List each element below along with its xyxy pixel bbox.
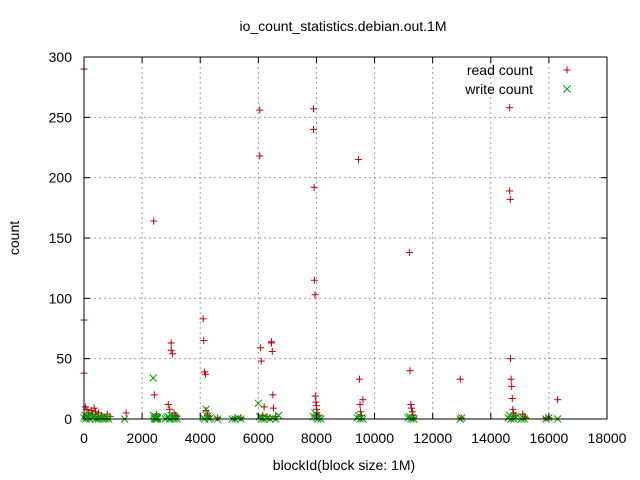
legend-marker-write-count — [563, 85, 571, 93]
point-read-count — [199, 315, 207, 323]
series-read-count — [80, 65, 562, 422]
point-read-count — [256, 106, 264, 114]
chart-title: io_count_statistics.debian.out.1M — [239, 18, 446, 34]
point-read-count — [507, 375, 515, 383]
y-tick-label: 100 — [49, 290, 73, 306]
point-read-count — [310, 125, 318, 133]
y-tick-label: 250 — [49, 109, 73, 125]
point-read-count — [150, 217, 158, 225]
point-write-count — [149, 374, 158, 382]
legend-label-read-count: read count — [467, 62, 533, 78]
legend-sample-read-count — [563, 66, 571, 74]
point-read-count — [407, 404, 415, 412]
point-read-count — [310, 105, 318, 113]
point-read-count — [201, 370, 209, 378]
point-read-count — [257, 357, 265, 365]
point-read-count — [506, 195, 514, 203]
x-tick-label: 16000 — [529, 430, 568, 446]
point-read-count — [166, 405, 174, 413]
point-read-count — [355, 156, 363, 164]
point-read-count — [268, 347, 276, 355]
point-write-count — [206, 413, 215, 422]
x-axis-label: blockId(block size: 1M) — [273, 457, 415, 473]
point-read-count — [355, 375, 363, 383]
point-read-count — [202, 407, 210, 415]
y-tick-label: 50 — [56, 351, 72, 367]
point-read-count — [214, 414, 222, 422]
point-read-count — [310, 183, 318, 191]
point-write-count — [274, 411, 283, 420]
legend-label-write-count: write count — [464, 81, 533, 97]
y-tick-label: 0 — [64, 411, 72, 427]
point-read-count — [83, 405, 91, 413]
point-read-count — [357, 408, 365, 416]
point-read-count — [269, 404, 277, 412]
point-read-count — [200, 337, 208, 345]
legend: read count write count — [464, 62, 571, 97]
point-write-count — [254, 399, 263, 408]
axes: 0 2000 4000 6000 8000 10000 12000 14000 16000 180… — [49, 49, 627, 446]
point-read-count — [407, 401, 415, 409]
point-read-count — [405, 248, 413, 256]
point-write-count — [167, 411, 176, 420]
y-tick-label: 300 — [49, 49, 73, 65]
point-read-count — [269, 391, 277, 399]
point-read-count — [267, 339, 275, 347]
point-read-count — [312, 398, 320, 406]
x-tick-label: 10000 — [355, 430, 394, 446]
x-tick-label: 14000 — [471, 430, 510, 446]
legend-marker-read-count — [563, 66, 571, 74]
point-read-count — [311, 392, 319, 400]
x-tick-label: 6000 — [243, 430, 274, 446]
point-read-count — [359, 396, 367, 404]
x-tick-label: 8000 — [301, 430, 332, 446]
y-tick-label: 150 — [49, 230, 73, 246]
point-read-count — [406, 367, 414, 375]
x-tick-label: 2000 — [127, 430, 158, 446]
point-read-count — [456, 375, 464, 383]
point-read-count — [167, 339, 175, 347]
y-axis-label: count — [6, 221, 22, 255]
point-read-count — [164, 401, 172, 409]
x-tick-label: 4000 — [185, 430, 216, 446]
point-write-count — [202, 405, 210, 414]
point-read-count — [508, 394, 516, 402]
legend-sample-write-count — [563, 85, 571, 93]
point-read-count — [256, 152, 264, 160]
point-read-count — [356, 401, 364, 409]
point-read-count — [506, 104, 514, 112]
point-read-count — [167, 346, 175, 354]
y-tick-label: 200 — [49, 170, 73, 186]
point-read-count — [257, 344, 265, 352]
point-read-count — [260, 403, 268, 411]
point-read-count — [507, 355, 515, 363]
point-read-count — [311, 291, 319, 299]
point-read-count — [150, 391, 158, 399]
plot-frame — [83, 56, 608, 420]
point-write-count — [153, 413, 162, 422]
x-tick-label: 0 — [80, 430, 88, 446]
x-tick-label: 12000 — [413, 430, 452, 446]
grid-lines — [84, 57, 607, 419]
point-read-count — [506, 187, 514, 195]
point-write-count — [457, 413, 466, 422]
point-read-count — [508, 382, 516, 390]
point-read-count — [554, 396, 562, 404]
x-tick-label: 18000 — [588, 430, 627, 446]
point-read-count — [122, 409, 130, 417]
point-read-count — [90, 404, 98, 412]
data-points — [80, 65, 562, 423]
point-read-count — [310, 276, 318, 284]
point-read-count — [169, 350, 177, 358]
